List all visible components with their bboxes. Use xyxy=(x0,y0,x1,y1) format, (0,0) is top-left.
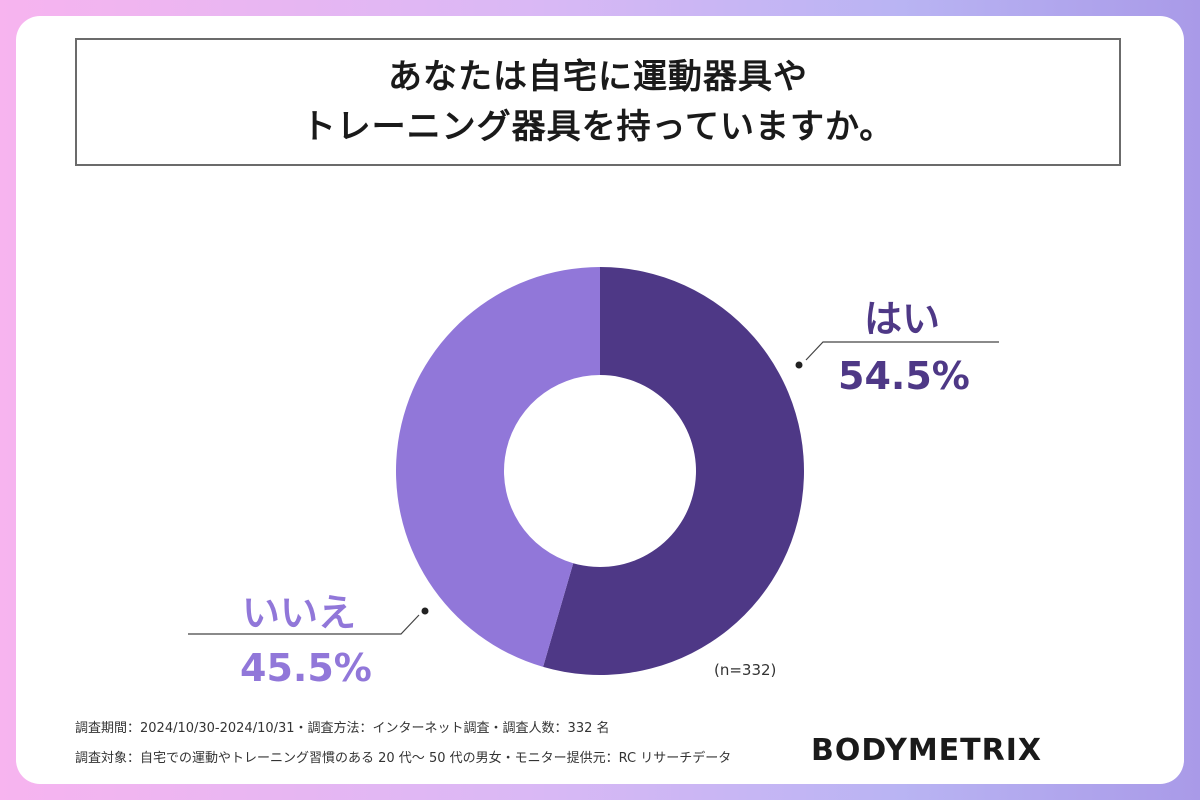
slice-value-no: 45.5% xyxy=(240,646,372,690)
leader-line-yes xyxy=(805,341,999,361)
donut-slice-yes xyxy=(543,267,804,675)
leader-line-no xyxy=(188,614,420,635)
donut-slice-no xyxy=(396,267,600,667)
slice-label-no: いいえ xyxy=(242,591,357,635)
chart-title-line-1: あなたは自宅に運動器具や xyxy=(388,57,808,97)
survey-period-note: 調査期間：2024/10/30-2024/10/31・調査方法：インターネット調… xyxy=(75,721,610,736)
survey-target-note: 調査対象：自宅での運動やトレーニング習慣のある 20 代〜 50 代の男女・モニ… xyxy=(75,751,732,766)
donut-chart xyxy=(188,267,999,675)
leader-dot-no xyxy=(421,607,429,615)
title-box: あなたは自宅に運動器具や トレーニング器具を持っていますか。 xyxy=(75,38,1121,166)
chart-card: あなたは自宅に運動器具や トレーニング器具を持っていますか。 はい 54.5% … xyxy=(16,16,1184,784)
leader-dot-yes xyxy=(795,361,803,369)
chart-title-line-2: トレーニング器具を持っていますか。 xyxy=(301,107,895,147)
slice-value-yes: 54.5% xyxy=(838,354,970,398)
bodymetrix-logo: BODYMETRIX xyxy=(811,733,1043,768)
slice-label-yes: はい xyxy=(864,297,941,341)
sample-size-note: (n=332) xyxy=(714,661,777,679)
